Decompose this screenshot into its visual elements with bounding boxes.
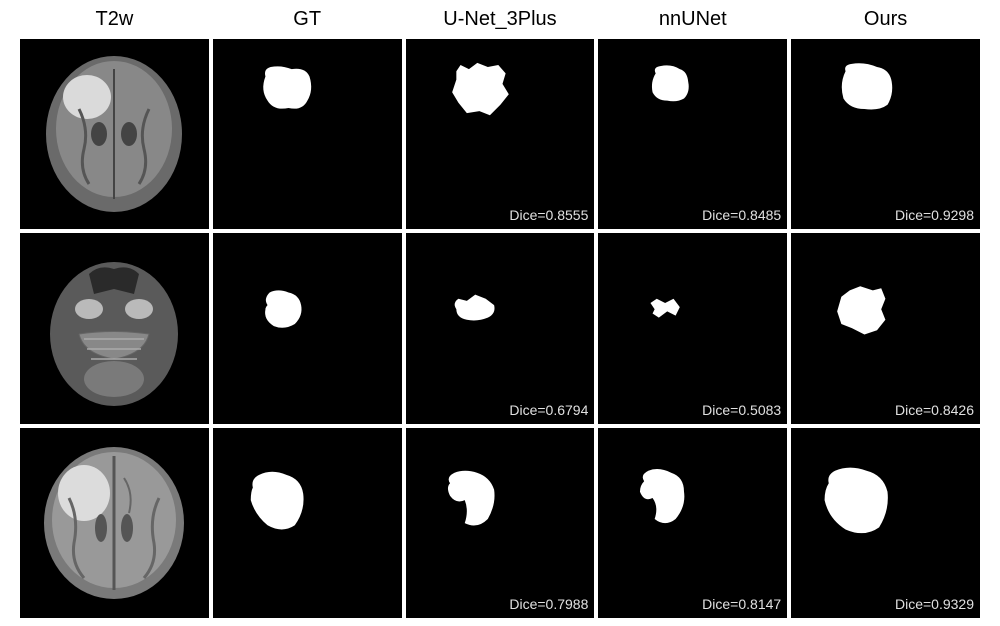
dice-score: Dice=0.7988 — [509, 596, 588, 612]
ours-row2: Dice=0.8426 — [791, 233, 980, 423]
segment-shape — [406, 39, 595, 229]
gt-row2 — [213, 233, 402, 423]
nnunet-row3: Dice=0.8147 — [598, 428, 787, 618]
dice-score: Dice=0.9329 — [895, 596, 974, 612]
header-gt: GT — [213, 8, 402, 35]
segment-shape — [598, 428, 787, 618]
header-t2w: T2w — [20, 8, 209, 35]
brain-icon — [29, 244, 199, 414]
segment-shape — [213, 233, 402, 423]
segment-shape — [213, 428, 402, 618]
unet3plus-row3: Dice=0.7988 — [406, 428, 595, 618]
header-unet3plus: U-Net_3Plus — [406, 8, 595, 35]
dice-score: Dice=0.8426 — [895, 402, 974, 418]
brain-icon — [29, 438, 199, 608]
unet3plus-row1: Dice=0.8555 — [406, 39, 595, 229]
brain-icon — [29, 49, 199, 219]
dice-score: Dice=0.5083 — [702, 402, 781, 418]
segment-shape — [213, 39, 402, 229]
header-nnunet: nnUNet — [598, 8, 787, 35]
brain-scan-row3 — [20, 428, 209, 618]
nnunet-row1: Dice=0.8485 — [598, 39, 787, 229]
brain-scan-row1 — [20, 39, 209, 229]
ours-row1: Dice=0.9298 — [791, 39, 980, 229]
header-ours: Ours — [791, 8, 980, 35]
segment-shape — [791, 428, 980, 618]
comparison-grid: T2w GT U-Net_3Plus nnUNet Ours Dice=0.85… — [20, 8, 980, 618]
segment-shape — [791, 39, 980, 229]
unet3plus-row2: Dice=0.6794 — [406, 233, 595, 423]
ours-row3: Dice=0.9329 — [791, 428, 980, 618]
dice-score: Dice=0.8485 — [702, 207, 781, 223]
gt-row1 — [213, 39, 402, 229]
gt-row3 — [213, 428, 402, 618]
dice-score: Dice=0.9298 — [895, 207, 974, 223]
dice-score: Dice=0.8555 — [509, 207, 588, 223]
segment-shape — [598, 233, 787, 423]
nnunet-row2: Dice=0.5083 — [598, 233, 787, 423]
brain-scan-row2 — [20, 233, 209, 423]
dice-score: Dice=0.8147 — [702, 596, 781, 612]
segment-shape — [406, 233, 595, 423]
segment-shape — [598, 39, 787, 229]
segment-shape — [406, 428, 595, 618]
dice-score: Dice=0.6794 — [509, 402, 588, 418]
segment-shape — [791, 233, 980, 423]
